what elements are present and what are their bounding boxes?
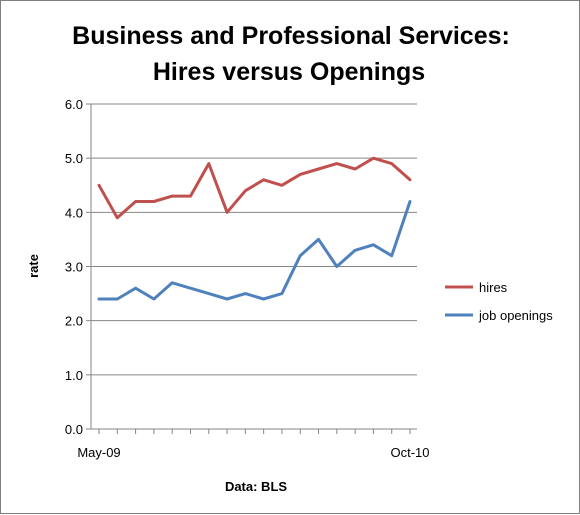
chart-title-line-2: Hires versus Openings xyxy=(153,58,425,86)
y-tick-label: 0.0 xyxy=(65,422,83,437)
x-tick-label: May-09 xyxy=(77,445,120,460)
gridlines xyxy=(91,103,417,376)
legend-label-job-openings: job openings xyxy=(478,308,553,323)
x-axis-label: Data: BLS xyxy=(225,479,287,494)
chart-title-line-1: Business and Professional Services: xyxy=(72,22,510,50)
y-tick-label: 6.0 xyxy=(65,97,83,112)
y-tick-label: 2.0 xyxy=(65,314,83,329)
x-tick-label: Oct-10 xyxy=(390,445,429,460)
legend-label-hires: hires xyxy=(479,280,508,295)
y-tick-label: 1.0 xyxy=(65,368,83,383)
y-tick-labels: 0.0 1.0 2.0 3.0 4.0 5.0 6.0 xyxy=(65,97,83,437)
y-axis-label: rate xyxy=(26,254,41,278)
axes xyxy=(86,103,417,434)
series-lines xyxy=(97,156,412,301)
y-tick-label: 5.0 xyxy=(65,151,83,166)
series-line-hires xyxy=(97,156,412,220)
y-tick-label: 4.0 xyxy=(65,205,83,220)
series-line-job-openings xyxy=(97,200,412,301)
x-tick-labels: May-09 Oct-10 xyxy=(77,445,429,460)
y-tick-label: 3.0 xyxy=(65,260,83,275)
legend: hires job openings xyxy=(445,280,553,323)
